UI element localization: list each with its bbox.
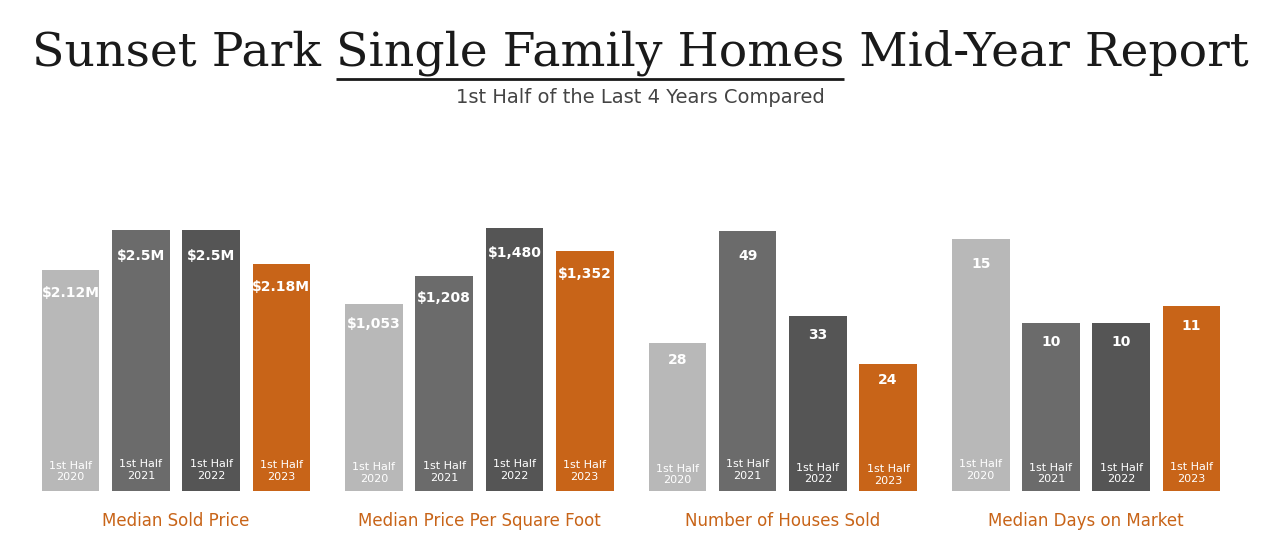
Text: 24: 24 [878,373,897,387]
Bar [42,270,100,491]
Bar [485,228,543,491]
Text: 1st Half
2022: 1st Half 2022 [1100,463,1143,485]
Text: 1st Half
2021: 1st Half 2021 [119,459,163,481]
Text: 1st Half
2022: 1st Half 2022 [796,462,840,484]
Bar [416,276,474,491]
Bar [346,304,403,491]
Text: Sunset Park Single Family Homes Mid-Year Report: Sunset Park Single Family Homes Mid-Year… [32,29,1248,76]
Text: $1,352: $1,352 [558,268,612,281]
Text: $2.12M: $2.12M [42,285,100,300]
Bar [719,231,777,491]
Text: 1st Half
2021: 1st Half 2021 [1029,463,1073,485]
Bar [1162,306,1220,491]
Bar [113,230,170,491]
Bar [649,342,707,491]
Bar [556,251,613,491]
Text: 1st Half
2020: 1st Half 2020 [352,462,396,483]
Text: $1,480: $1,480 [488,246,541,260]
Text: 1st Half
2023: 1st Half 2023 [563,460,607,482]
Text: Number of Houses Sold: Number of Houses Sold [685,512,881,531]
Text: 28: 28 [668,353,687,367]
Text: $2.5M: $2.5M [116,249,165,263]
Text: $1,053: $1,053 [347,317,401,331]
Text: 1st Half
2020: 1st Half 2020 [655,463,699,485]
Text: 11: 11 [1181,319,1201,333]
Text: 1st Half
2023: 1st Half 2023 [260,461,303,482]
Text: 1st Half
2022: 1st Half 2022 [493,459,536,481]
Bar [952,239,1010,491]
Text: 10: 10 [1041,335,1061,349]
Text: $2.18M: $2.18M [252,280,310,294]
Text: 1st Half
2020: 1st Half 2020 [49,461,92,482]
Text: 1st Half
2021: 1st Half 2021 [422,461,466,483]
Text: Median Days on Market: Median Days on Market [988,512,1184,531]
Text: 1st Half of the Last 4 Years Compared: 1st Half of the Last 4 Years Compared [456,88,824,107]
Bar [1023,323,1080,491]
Text: $2.5M: $2.5M [187,249,236,263]
Text: 1st Half
2021: 1st Half 2021 [726,459,769,481]
Text: 1st Half
2023: 1st Half 2023 [1170,462,1213,484]
Bar [788,316,846,491]
Text: Median Price Per Square Foot: Median Price Per Square Foot [358,512,600,531]
Bar [252,264,310,491]
Text: $1,208: $1,208 [417,291,471,305]
Text: 1st Half
2020: 1st Half 2020 [959,460,1002,481]
Text: 15: 15 [972,257,991,271]
Text: Median Sold Price: Median Sold Price [102,512,250,531]
Bar [859,364,916,491]
Bar [182,230,239,491]
Bar [1092,323,1149,491]
Text: 1st Half
2023: 1st Half 2023 [867,465,910,486]
Text: 49: 49 [737,249,758,264]
Text: 33: 33 [808,329,827,342]
Text: 1st Half
2022: 1st Half 2022 [189,459,233,481]
Text: 10: 10 [1111,335,1132,349]
